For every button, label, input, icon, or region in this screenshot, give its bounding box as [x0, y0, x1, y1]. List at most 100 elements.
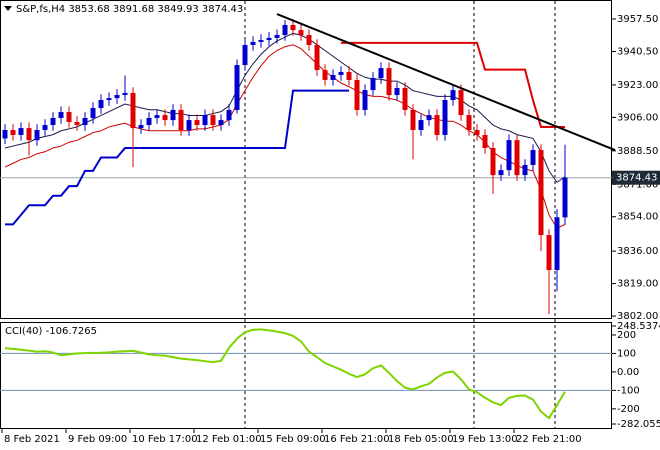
candle-body [354, 79, 360, 110]
x-tick-label: 10 Feb 17:00 [132, 434, 198, 445]
candle-body [170, 109, 176, 121]
x-tick-label: 8 Feb 2021 [4, 434, 60, 445]
candle-body [554, 217, 560, 271]
candle-body [434, 115, 440, 135]
cci-tick-label: 248.5374 [617, 321, 660, 332]
candle-body [442, 100, 448, 135]
x-tick-label: 22 Feb 21:00 [516, 434, 582, 445]
candle-body [162, 115, 168, 121]
chart-title: S&P,fs,H4 3853.68 3891.68 3849.93 3874.4… [16, 4, 243, 15]
candle-body [90, 108, 96, 118]
candle-body [154, 115, 160, 118]
y-tick-label: 3819.00 [617, 279, 658, 290]
candle-body [234, 65, 240, 110]
y-tick-label: 3836.00 [617, 246, 658, 257]
cci-tick-label: -200 [617, 404, 640, 415]
candle-body [106, 98, 112, 101]
x-tick-label: 18 Feb 05:00 [388, 434, 454, 445]
candle-body [10, 130, 16, 135]
candle-body [194, 120, 200, 126]
candle-body [66, 112, 72, 122]
candle-body [562, 177, 568, 218]
candle-body [50, 117, 56, 126]
main-panel-frame [0, 0, 612, 319]
candle-body [82, 117, 88, 126]
candle-body [530, 150, 536, 165]
candle-body [146, 117, 152, 126]
candle-body [314, 44, 320, 71]
candle-body [34, 130, 40, 141]
y-tick-label: 3906.00 [617, 112, 658, 123]
candle-body [282, 24, 288, 36]
candle-body [522, 164, 528, 176]
candle-body [394, 87, 400, 96]
candle-body [346, 71, 352, 80]
candle-body [482, 134, 488, 148]
candle-body [306, 35, 312, 45]
candle-body [258, 40, 264, 42]
overlay-line [341, 41, 565, 128]
candle-body [402, 87, 408, 110]
menu-triangle [4, 6, 12, 11]
candle-body [298, 30, 304, 36]
candle-body [498, 170, 504, 176]
y-tick-label: 3854.00 [617, 212, 658, 223]
cci-tick-label: 200 [617, 330, 636, 341]
candle-body [186, 120, 192, 131]
y-tick-label: 3923.00 [617, 80, 658, 91]
x-tick-label: 16 Feb 21:00 [324, 434, 390, 445]
candle-body [26, 128, 32, 141]
y-tick-label: 3957.50 [617, 14, 658, 25]
candle-body [546, 235, 552, 271]
y-tick-label: 3940.50 [617, 46, 658, 57]
candle-body [474, 130, 480, 135]
candle-body [322, 70, 328, 80]
candle-body [426, 115, 432, 121]
candle-body [178, 109, 184, 131]
candle-body [18, 128, 24, 135]
candle-body [250, 41, 256, 45]
last-price-label: 3874.43 [616, 173, 657, 184]
last-price-box [612, 170, 660, 185]
candle-body [226, 109, 232, 121]
x-tick-label: 15 Feb 09:00 [260, 434, 326, 445]
candle-body [290, 24, 296, 31]
candle-body [138, 125, 144, 129]
candle-body [130, 92, 136, 129]
indicator-title: CCI(40) -106.7265 [5, 326, 97, 337]
candle-body [458, 90, 464, 116]
candle-body [538, 150, 544, 236]
x-tick-label: 12 Feb 01:00 [196, 434, 262, 445]
candle-body [410, 109, 416, 131]
x-tick-label: 19 Feb 13:00 [452, 434, 518, 445]
candle-body [450, 90, 456, 101]
cci-tick-label: -282.0558 [617, 419, 660, 430]
candle-body [74, 121, 80, 126]
candle-body [42, 125, 48, 131]
overlay-line [4, 44, 566, 229]
candle-body [514, 140, 520, 176]
y-tick-label: 3802.00 [617, 311, 658, 322]
candle-body [114, 95, 120, 99]
candle-body [330, 74, 336, 80]
candle-body [58, 112, 64, 118]
candle-body [338, 71, 344, 75]
candle-body [122, 92, 128, 96]
y-tick-label: 3888.50 [617, 146, 658, 157]
candle-body [506, 140, 512, 171]
candle-body [378, 68, 384, 79]
y-tick-label: 3871.00 [617, 179, 658, 190]
overlay-line [5, 89, 349, 226]
candle-body [490, 147, 496, 176]
candle-body [370, 78, 376, 91]
candle-body [2, 130, 8, 139]
candle-body [466, 115, 472, 131]
cci-tick-label: 100 [617, 348, 636, 359]
candle-body [386, 68, 392, 96]
candle-body [274, 35, 280, 38]
trendline [276, 13, 616, 151]
x-tick-label: 9 Feb 09:00 [68, 434, 127, 445]
candle-body [218, 120, 224, 126]
cci-tick-label: -100 [617, 385, 640, 396]
